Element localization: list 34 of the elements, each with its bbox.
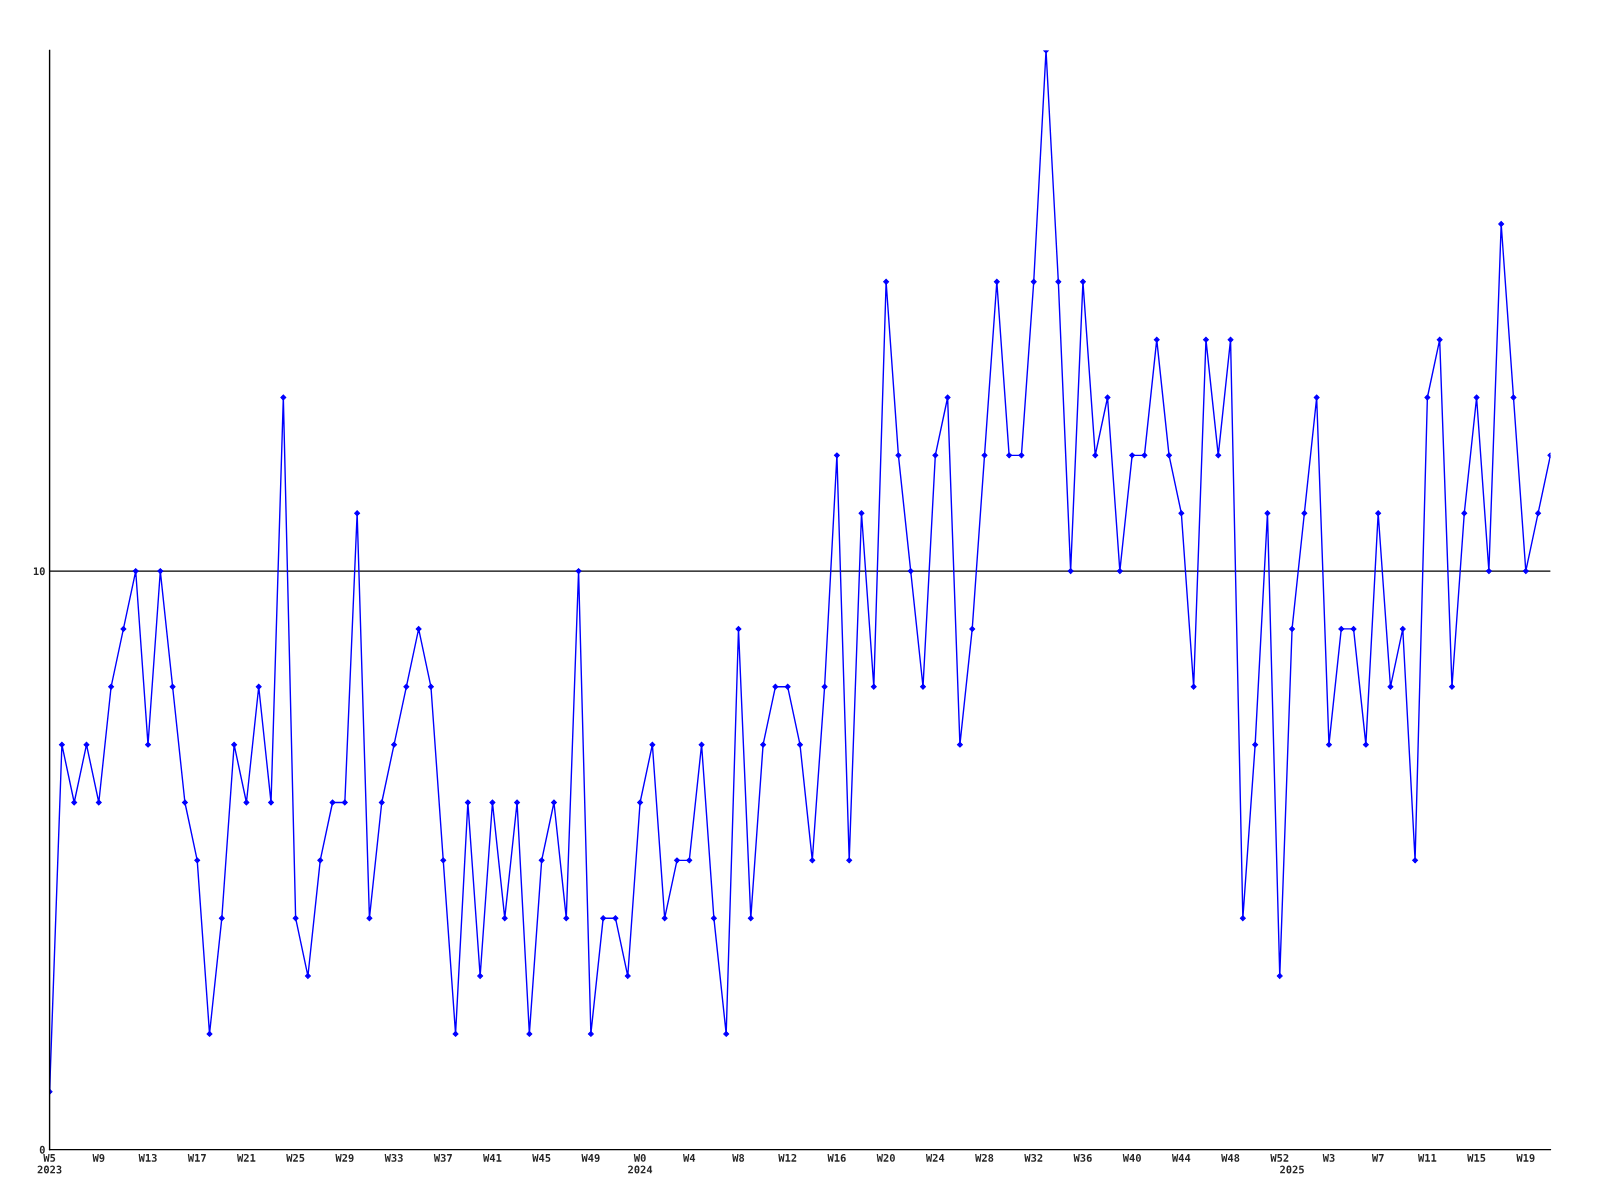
x-tick-label: W16: [827, 1153, 846, 1162]
x-tick-label: W28: [975, 1153, 994, 1162]
x-tick-label: W17: [187, 1154, 206, 1162]
x-tick-label: W25: [286, 1153, 305, 1162]
x-tick-label: W0 2024: [628, 1153, 653, 1174]
x-tick-label: W20: [876, 1153, 895, 1162]
x-tick-label: W11: [1417, 1154, 1437, 1162]
x-tick-label: W15: [1467, 1154, 1486, 1162]
x-tick-label: W8: [732, 1153, 745, 1162]
x-tick-label: W21: [237, 1153, 256, 1162]
x-tick-label: W52: [1270, 1153, 1289, 1162]
x-tick-label: W4: [683, 1154, 696, 1162]
x-tick-label: W5 2023: [37, 1154, 62, 1174]
y-tick-label: 10: [33, 567, 45, 576]
x-tick-label: W29: [335, 1153, 354, 1162]
x-tick-label: W40: [1122, 1153, 1141, 1162]
y-tick-label: 0: [39, 1145, 45, 1154]
x-tick-label: W7: [1371, 1154, 1384, 1162]
x-tick-label: W44: [1171, 1154, 1191, 1162]
x-tick-label: W49: [581, 1154, 600, 1162]
x-tick-label: W3: [1322, 1153, 1335, 1162]
x-tick-label: W13: [138, 1153, 157, 1162]
x-tick-label: W36: [1073, 1153, 1092, 1162]
x-tick-label: W48: [1221, 1153, 1240, 1162]
x-tick-label: W12: [778, 1153, 797, 1162]
x-tick-label: 2025: [1280, 1165, 1304, 1174]
x-tick-label: W9: [92, 1154, 105, 1162]
x-tick-label: W45: [532, 1154, 551, 1162]
x-tick-label: W41: [483, 1154, 502, 1162]
x-tick-label: W32: [1024, 1153, 1043, 1162]
x-tick-label: W19: [1516, 1154, 1535, 1162]
x-tick-label: W37: [433, 1153, 452, 1162]
x-tick-label: W33: [384, 1153, 403, 1162]
x-tick-label: W24: [925, 1153, 945, 1162]
